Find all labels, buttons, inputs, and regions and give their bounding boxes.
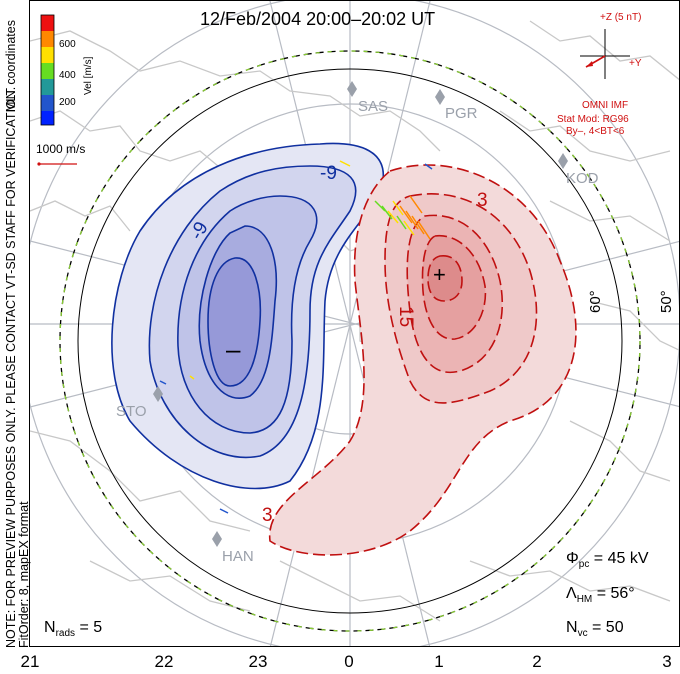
imf-source: OMNI IMF <box>582 100 629 111</box>
positive-cell <box>269 164 577 556</box>
colorbar <box>40 14 55 126</box>
station-marker-sas <box>347 81 357 97</box>
cross-polar-potential: Φpc = 45 kV <box>566 550 649 571</box>
contour-label-neg-1: -9 <box>320 163 337 184</box>
mlt-tick-21: 21 <box>20 652 40 671</box>
contour-label-pos-3: 3 <box>262 505 273 526</box>
colorbar-label: Vel [m/s] <box>83 56 94 95</box>
vector-scale-label: 1000 m/s <box>36 142 85 156</box>
colorbar-tick-200: 200 <box>59 97 76 108</box>
imf-condition: By–, 4<BT<6 <box>566 126 625 137</box>
max-symbol: + <box>433 262 446 287</box>
negative-cell: -9 -9 – <box>111 142 385 490</box>
radar-count: Nrads = 5 <box>44 619 103 640</box>
min-symbol: – <box>226 334 241 364</box>
mlt-tick-22: 22 <box>154 652 174 671</box>
vector-scale-dot <box>37 162 41 166</box>
contour-label-pos-2: 15 <box>395 306 416 327</box>
imf-top-label: +Z (5 nT) <box>600 12 642 23</box>
mlt-tick-0: 0 <box>344 652 354 671</box>
velocity-vectors <box>159 160 433 514</box>
lat-label-60: 60° <box>587 290 604 313</box>
station-markers <box>153 81 568 547</box>
hm-boundary <box>59 50 641 632</box>
lat-label-50: 50° <box>658 290 675 313</box>
mlt-tick-1: 1 <box>434 652 444 671</box>
imf-arrow-head <box>586 61 593 67</box>
coordinate-system: MLT coordinates <box>4 20 18 112</box>
station-marker-han <box>212 531 222 547</box>
station-pgr: PGR <box>445 105 478 122</box>
contour-label-pos-1: 3 <box>477 190 488 211</box>
station-marker-sto <box>153 386 163 402</box>
mlt-tick-3: 3 <box>662 652 672 671</box>
hm-boundary-latitude: ΛHM = 56° <box>566 585 635 606</box>
imf-model: Stat Mod: RG96 <box>557 114 629 125</box>
station-sto: STO <box>116 403 147 420</box>
preview-note: NOTE: FOR PREVIEW PURPOSES ONLY. PLEASE … <box>4 86 18 648</box>
vector-count: Nvc = 50 <box>566 619 624 640</box>
mlt-tick-23: 23 <box>248 652 268 671</box>
colorbar-tick-600: 600 <box>59 39 76 50</box>
station-marker-kod <box>558 153 568 169</box>
plot-title: 12/Feb/2004 20:00–20:02 UT <box>200 9 436 29</box>
colorbar-tick-400: 400 <box>59 70 76 81</box>
station-kod: KOD <box>566 170 599 187</box>
polar-map: -9 -9 – 3 15 3 + SA <box>30 1 679 646</box>
station-marker-pgr <box>435 89 445 105</box>
station-sas: SAS <box>358 98 388 115</box>
imf-right-label: +Y <box>629 58 642 69</box>
fit-order: FitOrder: 8, mapEX format <box>17 501 31 648</box>
station-han: HAN <box>222 548 254 565</box>
inner-circle <box>77 68 623 614</box>
map-frame: -9 -9 – 3 15 3 + SA <box>29 0 680 647</box>
mlt-tick-2: 2 <box>532 652 542 671</box>
